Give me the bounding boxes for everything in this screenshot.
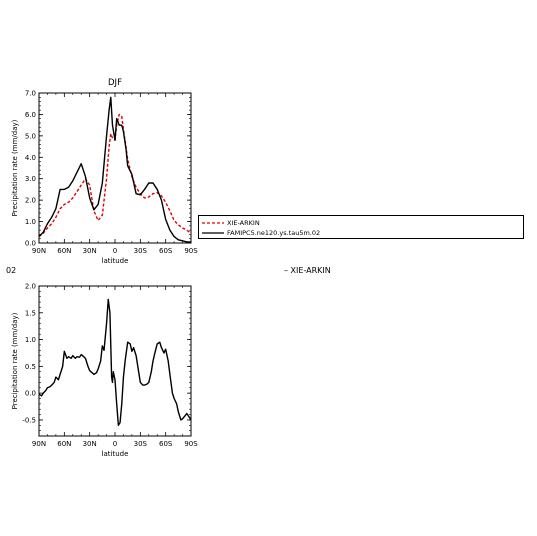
extra-legend-entry: – XIE-ARKIN (284, 266, 331, 275)
x-tick-label: 0 (113, 247, 117, 255)
y-tick-label: 0.0 (25, 390, 36, 398)
legend-label-1: XIE-ARKIN (227, 218, 260, 227)
y-tick-label: 5.0 (25, 132, 36, 140)
y-tick-label: 0.5 (25, 363, 36, 371)
y-tick-label: 4.0 (25, 154, 36, 162)
x-tick-label: 60S (159, 440, 173, 448)
series-line-1 (38, 113, 192, 238)
extra-legend-dash: – (284, 266, 291, 275)
y-tick-label: -0.5 (22, 416, 36, 424)
y-tick-label: 1.0 (25, 336, 36, 344)
x-tick-label: 90S (184, 440, 198, 448)
legend-entry-2: FAMIPC5.ne120.ys.tau5m.02 (202, 227, 320, 238)
legend-swatch-red-dashed (202, 221, 224, 224)
x-tick-label: 30N (83, 440, 97, 448)
x-axis-label: latitude (102, 450, 129, 458)
legend-label-2: FAMIPC5.ne120.ys.tau5m.02 (227, 228, 321, 237)
y-tick-label: 6.0 (25, 111, 36, 119)
chart-title: DJF (108, 78, 122, 88)
y-axis-label: Precipitation rate (mm/day) (11, 119, 19, 216)
y-tick-label: 7.0 (25, 90, 36, 98)
x-tick-label: 60N (57, 247, 71, 255)
x-tick-label: 90S (184, 247, 198, 255)
chart-panel-difference: 90N 60N 30N 0 30S 60S 90S -0.5 0.0 0.5 1.0 1.5 2.0 la… (11, 283, 198, 459)
x-tick-label: 90N (32, 247, 46, 255)
extra-legend-label: XIE-ARKIN (290, 266, 331, 275)
y-tick-label: 2.0 (25, 283, 36, 291)
y-tick-label: 1.0 (25, 218, 36, 226)
y-tick-label: 0.0 (25, 240, 36, 248)
x-tick-label: 60S (159, 247, 173, 255)
series-line-2 (38, 96, 191, 243)
legend-swatch-black-solid (202, 231, 224, 234)
x-tick-label: 0 (113, 440, 117, 448)
series-line-1 (38, 298, 192, 426)
x-tick-label: 30S (134, 440, 148, 448)
x-tick-label: 30N (83, 247, 97, 255)
x-tick-label: 60N (57, 440, 71, 448)
x-tick-label: 90N (32, 440, 46, 448)
y-tick-label: 1.5 (25, 309, 36, 317)
legend: XIE-ARKIN FAMIPC5.ne120.ys.tau5m.02 (198, 215, 524, 239)
chart-panel-djf: 90N 60N 30N 0 30S 60S 90S 0.0 1.0 2.0 3.0 4.0 5.0 6.0… (11, 78, 198, 265)
panel2-label: 02 (6, 266, 17, 275)
y-tick-label: 3.0 (25, 175, 36, 183)
y-axis-label: Precipitation rate (mm/day) (11, 312, 19, 409)
y-tick-label: 2.0 (25, 197, 36, 205)
x-tick-label: 30S (134, 247, 148, 255)
plot-frame (38, 92, 192, 244)
legend-entry-1: XIE-ARKIN (202, 217, 260, 228)
x-axis-label: latitude (102, 257, 129, 265)
